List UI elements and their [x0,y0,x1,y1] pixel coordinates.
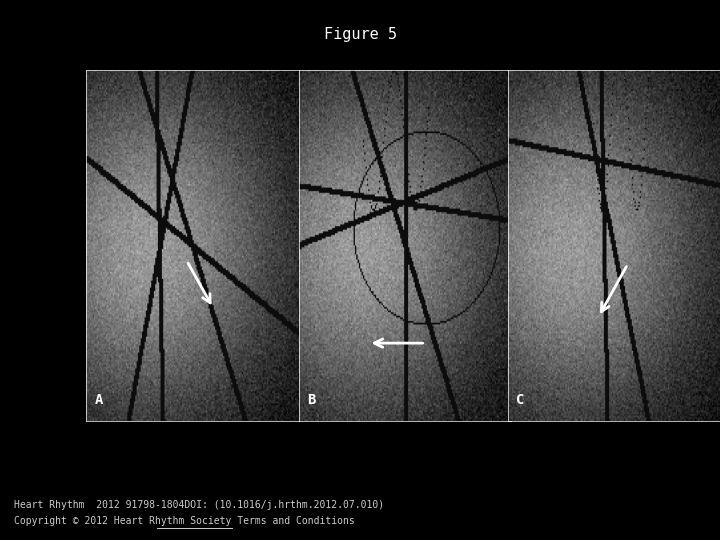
Text: B: B [307,393,315,407]
Text: Copyright © 2012 Heart Rhythm Society Terms and Conditions: Copyright © 2012 Heart Rhythm Society Te… [14,516,355,526]
Text: C: C [516,393,524,407]
Text: A: A [95,393,103,407]
Text: Figure 5: Figure 5 [323,27,397,42]
Text: Heart Rhythm  2012 91798-1804DOI: (10.1016/j.hrthm.2012.07.010): Heart Rhythm 2012 91798-1804DOI: (10.101… [14,500,384,510]
